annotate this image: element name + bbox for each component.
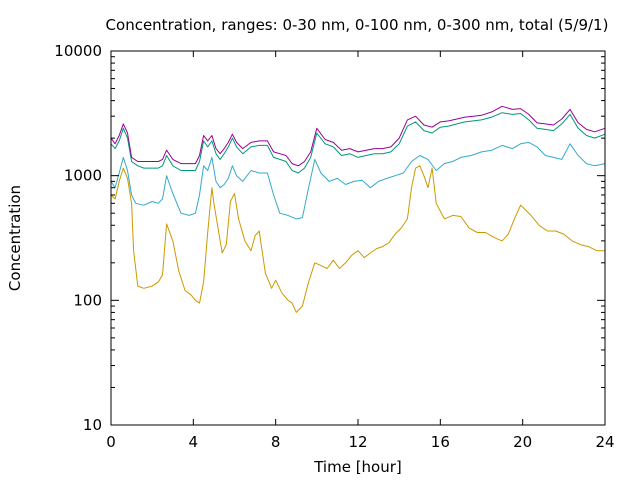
series-line-2 bbox=[110, 141, 606, 220]
chart-title: Concentration, ranges: 0-30 nm, 0-100 nm… bbox=[106, 16, 609, 34]
x-tick-label: 0 bbox=[106, 433, 116, 451]
series-layer bbox=[110, 105, 606, 313]
y-axis: 10 100 1000 10000 bbox=[54, 42, 605, 434]
series-line-3 bbox=[110, 112, 606, 174]
x-tick-label: 20 bbox=[513, 433, 532, 451]
x-tick-label: 24 bbox=[595, 433, 614, 451]
y-tick-label: 10000 bbox=[54, 42, 102, 60]
x-tick-label: 12 bbox=[348, 433, 367, 451]
y-tick-label: 1000 bbox=[64, 167, 102, 185]
y-axis-label: Concentration bbox=[6, 185, 24, 291]
y-tick-label: 10 bbox=[83, 416, 102, 434]
x-axis-label: Time [hour] bbox=[313, 458, 402, 476]
x-tick-label: 16 bbox=[431, 433, 450, 451]
x-tick-label: 4 bbox=[189, 433, 199, 451]
plot-frame bbox=[110, 50, 606, 426]
x-axis: 0 4 8 12 16 20 24 bbox=[106, 51, 615, 451]
series-line-4 bbox=[110, 105, 606, 167]
y-tick-label: 100 bbox=[73, 291, 102, 309]
series-line-1 bbox=[110, 165, 605, 313]
x-tick-label: 8 bbox=[271, 433, 281, 451]
